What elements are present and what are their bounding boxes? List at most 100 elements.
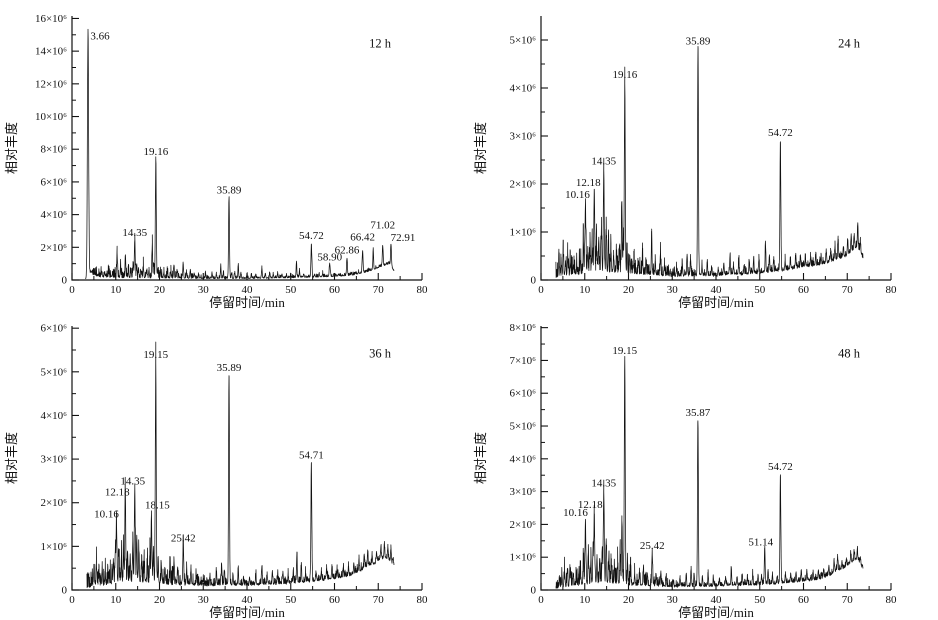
y-tick-label: 3×10⁶ [509, 486, 536, 498]
x-tick-label: 80 [886, 284, 898, 296]
y-tick-label: 5×10⁶ [509, 35, 536, 47]
y-tick-label: 7×10⁶ [509, 355, 536, 367]
peak-label: 12.18 [578, 499, 603, 511]
x-tick-label: 0 [69, 594, 75, 606]
x-tick-label: 80 [417, 594, 429, 606]
x-tick-label: 60 [798, 284, 810, 296]
chromatogram-trace [85, 28, 395, 280]
peak-label: 12.18 [576, 177, 601, 189]
peak-label: 54.72 [768, 127, 793, 139]
y-tick-label: 0 [531, 585, 537, 597]
y-tick-label: 12×10⁶ [35, 78, 67, 90]
peak-label: 14.35 [120, 476, 145, 488]
peak-label: 19.15 [143, 349, 168, 361]
y-tick-label: 8×10⁶ [509, 322, 536, 334]
x-tick-label: 80 [886, 594, 898, 606]
y-tick-label: 4×10⁶ [509, 83, 536, 95]
peak-label: 12.18 [105, 487, 130, 499]
x-tick-label: 70 [842, 594, 854, 606]
x-tick-label: 20 [154, 284, 166, 296]
y-tick-label: 4×10⁶ [509, 453, 536, 465]
x-tick-label: 50 [754, 284, 766, 296]
x-tick-label: 70 [842, 284, 854, 296]
peak-label: 35.89 [686, 36, 711, 48]
y-tick-label: 4×10⁶ [40, 209, 67, 221]
x-tick-label: 20 [154, 594, 166, 606]
y-tick-label: 16×10⁶ [35, 13, 67, 25]
peak-label: 18.15 [145, 500, 170, 512]
peak-label: 66.42 [350, 231, 375, 243]
y-tick-label: 8×10⁶ [40, 144, 67, 156]
peak-label: 19.16 [612, 69, 637, 81]
peak-label: 35.89 [217, 184, 242, 196]
y-tick-label: 4×10⁶ [40, 410, 67, 422]
x-tick-label: 40 [242, 284, 254, 296]
panel-12h: 0 2×10⁶ 4×10⁶ 6×10⁶ 8×10⁶ 10×10⁶ 12×10⁶ 14×10⁶ 1… [0, 0, 469, 310]
y-tick-label: 0 [531, 275, 537, 287]
y-tick-label: 0 [62, 585, 68, 597]
panel-title: 12 h [369, 37, 392, 51]
chromatogram-trace [555, 46, 864, 278]
peak-label: 62.86 [335, 245, 360, 257]
peak-label: 71.02 [370, 220, 395, 232]
peak-label: 14.35 [591, 478, 616, 490]
x-tick-label: 0 [538, 594, 544, 606]
x-tick-label: 70 [373, 284, 385, 296]
y-tick-label: 3×10⁶ [40, 454, 67, 466]
chromatogram-svg-48h: 0 1×10⁶ 2×10⁶ 3×10⁶ 4×10⁶ 5×10⁶ 6×10⁶ 7×10⁶ 8×10… [473, 322, 898, 620]
x-tick-label: 70 [373, 594, 385, 606]
panel-48h: 0 1×10⁶ 2×10⁶ 3×10⁶ 4×10⁶ 5×10⁶ 6×10⁶ 7×10⁶ 8×10… [469, 310, 938, 620]
y-tick-label: 2×10⁶ [509, 519, 536, 531]
x-axis-label: 停留时间/min [209, 605, 285, 620]
peak-label: 10.16 [94, 508, 119, 520]
x-tick-label: 10 [110, 594, 122, 606]
peak-label: 10.16 [563, 507, 588, 519]
peak-label: 54.71 [299, 449, 324, 461]
panel-title: 36 h [369, 347, 392, 361]
peak-label: 25.42 [640, 540, 665, 552]
x-tick-label: 60 [798, 594, 810, 606]
y-tick-label: 5×10⁶ [509, 421, 536, 433]
y-tick-label: 6×10⁶ [40, 323, 67, 335]
x-tick-label: 60 [329, 284, 341, 296]
peak-label: 14.35 [122, 227, 147, 239]
peak-label: 35.87 [686, 407, 711, 419]
x-tick-label: 30 [667, 284, 679, 296]
x-axis-label: 停留时间/min [209, 295, 285, 310]
y-tick-label: 10×10⁶ [35, 111, 67, 123]
x-axis-label: 停留时间/min [678, 605, 754, 620]
y-tick-label: 2×10⁶ [509, 179, 536, 191]
panel-title: 48 h [838, 347, 861, 361]
panel-36h: 0 1×10⁶ 2×10⁶ 3×10⁶ 4×10⁶ 5×10⁶ 6×10⁶ 0 10 20 30 40… [0, 310, 469, 620]
peak-label: 54.72 [299, 230, 324, 242]
x-tick-label: 30 [198, 284, 210, 296]
y-tick-label: 6×10⁶ [509, 388, 536, 400]
y-tick-label: 0 [62, 275, 68, 287]
x-tick-label: 40 [711, 594, 723, 606]
y-tick-label: 2×10⁶ [40, 497, 67, 509]
chromatogram-svg-36h: 0 1×10⁶ 2×10⁶ 3×10⁶ 4×10⁶ 5×10⁶ 6×10⁶ 0 10 20 30 40… [4, 323, 429, 620]
y-axis-label: 相对丰度 [473, 432, 488, 484]
x-tick-label: 50 [285, 594, 297, 606]
x-tick-label: 10 [110, 284, 122, 296]
x-tick-label: 30 [198, 594, 210, 606]
x-tick-label: 40 [711, 284, 723, 296]
y-tick-label: 1×10⁶ [509, 552, 536, 564]
x-tick-label: 50 [754, 594, 766, 606]
peak-label: 14.35 [591, 156, 616, 168]
peak-label: 10.16 [565, 189, 590, 201]
peak-label: 19.16 [143, 146, 168, 158]
x-tick-label: 0 [538, 284, 544, 296]
peak-label: 25.42 [171, 532, 196, 544]
x-tick-label: 60 [329, 594, 341, 606]
chromatogram-svg-24h: 0 1×10⁶ 2×10⁶ 3×10⁶ 4×10⁶ 5×10⁶ 0 10 20 30 40 50 60 7… [473, 16, 898, 310]
chromatogram-trace [86, 341, 395, 589]
y-tick-label: 1×10⁶ [40, 541, 67, 553]
y-tick-label: 3×10⁶ [509, 131, 536, 143]
x-tick-label: 10 [579, 284, 591, 296]
y-tick-label: 14×10⁶ [35, 46, 67, 58]
y-tick-label: 5×10⁶ [40, 366, 67, 378]
x-axis-label: 停留时间/min [678, 295, 754, 310]
y-tick-label: 2×10⁶ [40, 242, 67, 254]
